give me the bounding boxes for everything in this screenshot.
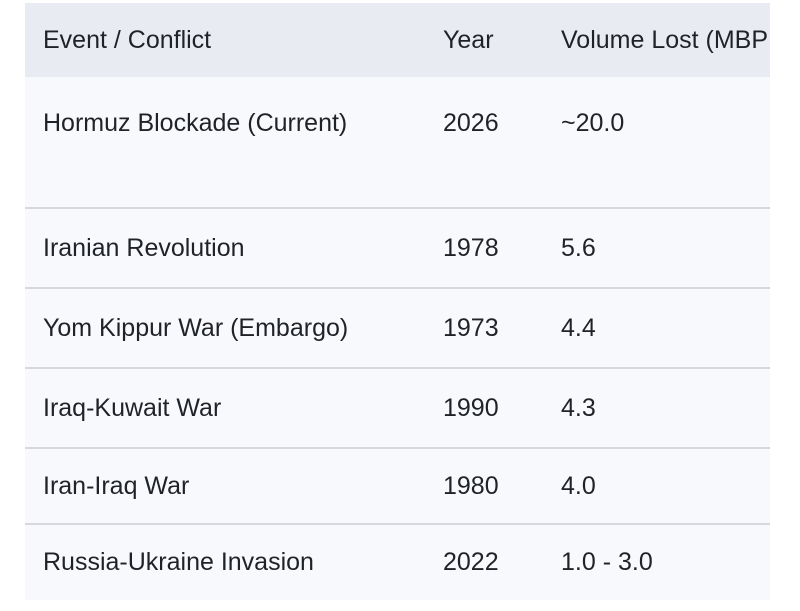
cell-year: 1990 — [443, 393, 499, 422]
column-header-event: Event / Conflict — [43, 25, 212, 54]
table-header-row: Event / Conflict Year Volume Lost (MBP — [25, 3, 770, 77]
cell-volume: 4.0 — [561, 471, 596, 500]
cell-volume: 4.4 — [561, 313, 596, 342]
cell-event: Iranian Revolution — [43, 233, 245, 262]
row-hormuz-blockade: Hormuz Blockade (Current) 2026 ~20.0 — [25, 77, 770, 207]
cell-volume: 1.0 - 3.0 — [561, 548, 653, 576]
table-scroll-container[interactable]: Event / Conflict Year Volume Lost (MBP H… — [25, 3, 770, 600]
row-iraq-kuwait-war: Iraq-Kuwait War 1990 4.3 — [25, 367, 770, 447]
column-header-year: Year — [443, 25, 494, 54]
cell-event: Russia-Ukraine Invasion — [43, 548, 314, 576]
cell-volume: 5.6 — [561, 233, 596, 262]
cell-event: Iran-Iraq War — [43, 471, 190, 500]
row-iran-iraq-war: Iran-Iraq War 1980 4.0 — [25, 447, 770, 523]
cell-volume: ~20.0 — [561, 109, 625, 137]
row-russia-ukraine-invasion: Russia-Ukraine Invasion 2022 1.0 - 3.0 — [25, 523, 770, 600]
column-header-volume: Volume Lost (MBP — [561, 25, 769, 54]
row-iranian-revolution: Iranian Revolution 1978 5.6 — [25, 207, 770, 287]
cell-year: 1980 — [443, 471, 499, 500]
cell-event: Yom Kippur War (Embargo) — [43, 313, 349, 342]
cell-volume: 4.3 — [561, 393, 596, 422]
cell-year: 2026 — [443, 109, 499, 137]
cell-event: Hormuz Blockade (Current) — [43, 109, 348, 137]
cell-year: 1978 — [443, 233, 499, 262]
cell-event: Iraq-Kuwait War — [43, 393, 222, 422]
cell-year: 2022 — [443, 548, 499, 576]
cell-year: 1973 — [443, 313, 499, 342]
row-yom-kippur-war: Yom Kippur War (Embargo) 1973 4.4 — [25, 287, 770, 367]
